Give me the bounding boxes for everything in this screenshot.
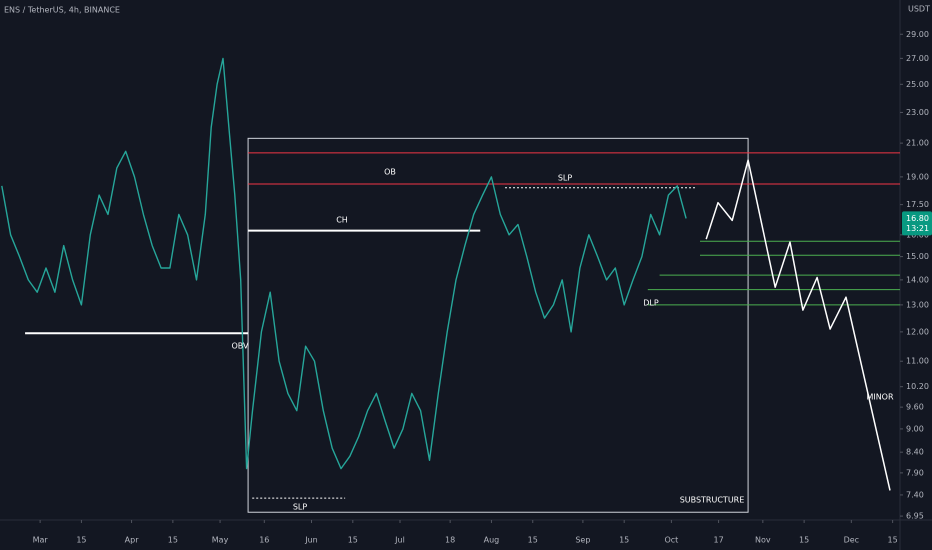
y-tick-label: 7.40 xyxy=(906,490,924,499)
x-tick-label: Sep xyxy=(575,536,590,545)
y-tick-label: 29.00 xyxy=(906,30,929,39)
y-tick-label: 14.00 xyxy=(906,275,929,284)
x-tick-label: Nov xyxy=(755,536,771,545)
y-tick-label: 13.00 xyxy=(906,300,929,309)
x-tick-label: 15 xyxy=(799,536,809,545)
y-tick-label: 19.00 xyxy=(906,172,929,181)
x-tick-label: 15 xyxy=(168,536,178,545)
x-tick-label: 16 xyxy=(259,536,269,545)
annotation: SUBSTRUCTURE xyxy=(680,496,745,505)
annotation: SLP xyxy=(293,503,308,512)
y-tick-label: 17.50 xyxy=(906,200,929,209)
x-tick-label: Jul xyxy=(394,536,405,545)
x-tick-label: May xyxy=(212,536,229,545)
price-line xyxy=(1,57,687,470)
y-tick-label: 9.00 xyxy=(906,424,924,433)
y-tick-label: 7.90 xyxy=(906,468,924,477)
projection-path xyxy=(705,159,891,491)
annotation: CH xyxy=(336,216,348,225)
y-tick-label: 9.60 xyxy=(906,403,924,412)
y-tick-label: 15.00 xyxy=(906,252,929,261)
x-tick-label: 18 xyxy=(445,536,455,545)
y-tick-label: 25.00 xyxy=(906,80,929,89)
y-tick-label: 10.20 xyxy=(906,382,929,391)
last-price-box xyxy=(902,211,932,236)
y-tick-label: 21.00 xyxy=(906,139,929,148)
x-tick-label: Apr xyxy=(125,536,140,545)
chart-title: ENS / TetherUS, 4h, BINANCE xyxy=(4,6,120,15)
y-tick-label: 8.40 xyxy=(906,448,924,457)
x-tick-label: 15 xyxy=(348,536,358,545)
countdown-label: 13:21 xyxy=(906,224,929,233)
y-tick-label: 27.00 xyxy=(906,54,929,63)
y-axis-label: USDT xyxy=(908,5,930,14)
x-tick-label: Oct xyxy=(664,536,678,545)
x-tick-label: 15 xyxy=(619,536,629,545)
substructure-box xyxy=(247,137,749,513)
x-tick-label: 17 xyxy=(713,536,723,545)
x-tick-label: Jun xyxy=(304,536,318,545)
x-tick-label: Aug xyxy=(484,536,500,545)
annotation: SLP xyxy=(558,174,573,183)
annotation: OBV xyxy=(231,342,249,351)
x-tick-label: 15 xyxy=(528,536,538,545)
annotation: OB xyxy=(384,168,396,177)
y-tick-label: 11.00 xyxy=(906,357,929,366)
x-tick-label: Mar xyxy=(33,536,49,545)
x-tick-label: 15 xyxy=(888,536,898,545)
x-tick-label: 15 xyxy=(76,536,86,545)
y-tick-label: 6.95 xyxy=(906,512,924,521)
last-price-label: 16.80 xyxy=(906,214,929,223)
annotation: MINOR xyxy=(866,393,894,402)
y-tick-label: 23.00 xyxy=(906,108,929,117)
x-tick-label: Dec xyxy=(844,536,859,545)
annotation: DLP xyxy=(643,299,659,308)
y-tick-label: 12.00 xyxy=(906,327,929,336)
